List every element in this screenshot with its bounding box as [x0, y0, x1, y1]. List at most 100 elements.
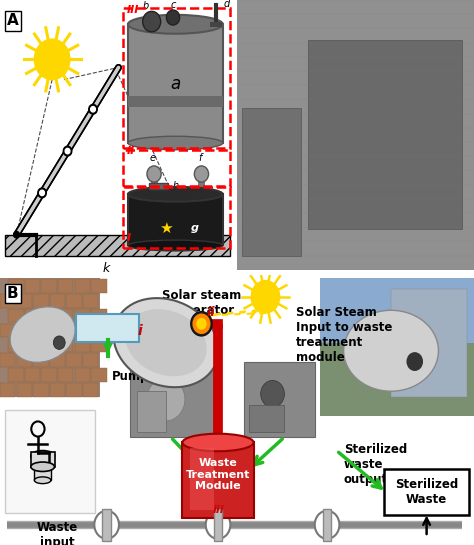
- Bar: [91, 279, 107, 293]
- Bar: [91, 338, 107, 352]
- Bar: [5, 235, 230, 256]
- Bar: [244, 361, 315, 437]
- Text: Solar steam
generator: Solar steam generator: [162, 289, 241, 317]
- Text: III: III: [127, 5, 139, 15]
- Bar: [35, 467, 51, 480]
- Bar: [128, 194, 223, 245]
- Bar: [33, 354, 48, 367]
- Text: A: A: [7, 14, 19, 28]
- Ellipse shape: [31, 462, 55, 471]
- Bar: [130, 361, 213, 437]
- Text: i: i: [137, 324, 142, 337]
- Bar: [91, 368, 107, 382]
- Circle shape: [196, 318, 207, 330]
- Circle shape: [143, 11, 161, 32]
- Text: a: a: [170, 75, 181, 93]
- Circle shape: [147, 378, 185, 421]
- Circle shape: [65, 148, 70, 154]
- Text: c: c: [170, 0, 176, 10]
- Bar: [0, 354, 15, 367]
- Text: water
reservoir: water reservoir: [84, 317, 131, 338]
- Bar: [58, 279, 73, 293]
- Ellipse shape: [128, 136, 223, 150]
- Text: Waste
input: Waste input: [36, 520, 78, 545]
- Circle shape: [40, 190, 45, 196]
- Bar: [249, 405, 284, 432]
- Bar: [83, 294, 99, 307]
- Circle shape: [53, 336, 65, 349]
- Bar: [50, 324, 65, 337]
- Bar: [33, 294, 48, 307]
- Bar: [42, 338, 57, 352]
- Bar: [242, 108, 301, 256]
- Bar: [320, 278, 474, 415]
- Bar: [323, 508, 331, 541]
- Circle shape: [261, 380, 284, 408]
- Text: Solar Steam
Input to waste
treatment
module: Solar Steam Input to waste treatment mod…: [296, 306, 392, 364]
- Bar: [66, 294, 82, 307]
- Bar: [33, 383, 48, 397]
- Text: d: d: [224, 0, 230, 9]
- Bar: [66, 354, 82, 367]
- Bar: [190, 448, 214, 510]
- Bar: [25, 338, 40, 352]
- Bar: [8, 309, 24, 323]
- Circle shape: [89, 105, 97, 114]
- Bar: [0, 278, 100, 397]
- Bar: [50, 383, 65, 397]
- Text: Waste
Treatment
Module: Waste Treatment Module: [186, 458, 250, 492]
- Text: II: II: [127, 146, 135, 156]
- Text: iii: iii: [212, 505, 224, 516]
- Text: e: e: [150, 153, 156, 163]
- Ellipse shape: [128, 240, 223, 251]
- Bar: [42, 279, 57, 293]
- Text: I: I: [127, 233, 131, 244]
- Bar: [8, 338, 24, 352]
- Text: Sterilized
Waste: Sterilized Waste: [395, 479, 458, 506]
- Bar: [137, 391, 166, 432]
- Bar: [237, 0, 474, 270]
- Bar: [50, 354, 65, 367]
- Bar: [83, 324, 99, 337]
- Ellipse shape: [10, 307, 75, 362]
- Ellipse shape: [113, 298, 219, 387]
- Bar: [17, 294, 32, 307]
- Circle shape: [191, 312, 212, 336]
- Bar: [25, 309, 40, 323]
- Circle shape: [407, 352, 423, 371]
- Bar: [25, 279, 40, 293]
- Bar: [0, 383, 15, 397]
- Bar: [128, 95, 223, 107]
- Text: k: k: [103, 262, 110, 275]
- Ellipse shape: [125, 309, 207, 376]
- Ellipse shape: [128, 15, 223, 34]
- Bar: [308, 40, 462, 229]
- Bar: [42, 368, 57, 382]
- Text: f: f: [199, 153, 202, 163]
- Text: ★: ★: [159, 221, 173, 235]
- Text: b: b: [143, 2, 149, 11]
- Circle shape: [147, 166, 161, 182]
- Bar: [210, 22, 221, 27]
- Bar: [0, 324, 15, 337]
- Bar: [33, 324, 48, 337]
- Bar: [66, 324, 82, 337]
- Ellipse shape: [182, 434, 254, 451]
- Bar: [237, 0, 474, 270]
- Ellipse shape: [34, 477, 51, 483]
- Bar: [8, 279, 24, 293]
- Bar: [31, 452, 55, 467]
- Circle shape: [14, 232, 19, 238]
- Bar: [58, 368, 73, 382]
- Circle shape: [94, 511, 119, 539]
- Bar: [50, 294, 65, 307]
- Text: g: g: [191, 223, 198, 233]
- Bar: [17, 324, 32, 337]
- Circle shape: [206, 511, 230, 539]
- Bar: [66, 383, 82, 397]
- Circle shape: [91, 107, 95, 112]
- Text: Pump: Pump: [112, 370, 149, 383]
- Bar: [149, 184, 168, 189]
- Text: ii: ii: [206, 306, 215, 319]
- Bar: [128, 25, 223, 143]
